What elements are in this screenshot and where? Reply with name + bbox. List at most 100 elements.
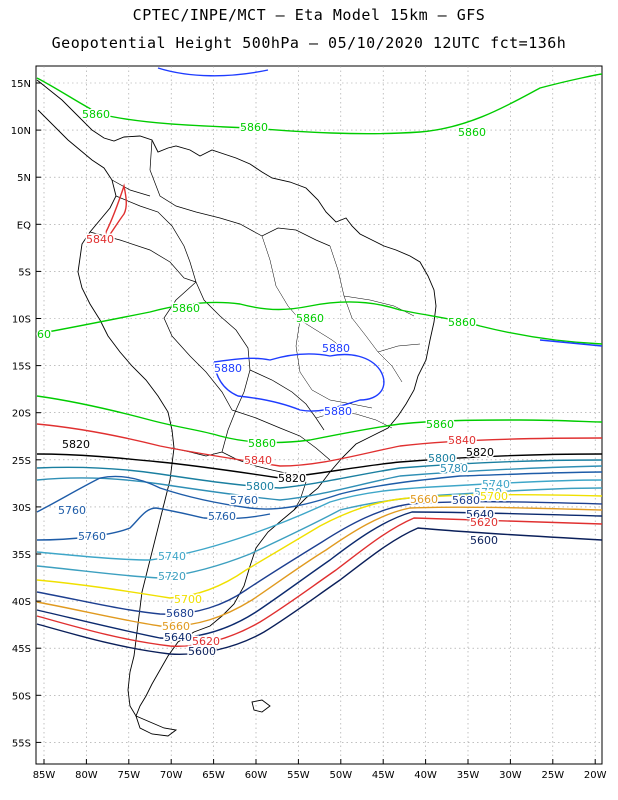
- longitude-label: 80W: [75, 770, 98, 781]
- contour-5640: [36, 511, 603, 639]
- coastline-layer: [36, 79, 437, 737]
- longitude-label: 40W: [414, 770, 437, 781]
- longitude-label: 35W: [457, 770, 480, 781]
- contour-label: 5620: [470, 516, 498, 529]
- longitude-label: 85W: [33, 770, 56, 781]
- contour-label: 5860: [240, 121, 268, 134]
- contour-5820: [36, 453, 603, 479]
- contour-label: 5840: [86, 233, 114, 246]
- contour-label: 5820: [278, 472, 306, 485]
- longitude-label: 45W: [372, 770, 395, 781]
- contour-label: 5880: [324, 405, 352, 418]
- contour-5860-north: [36, 73, 603, 135]
- contour-label: 5860: [248, 437, 276, 450]
- contour-5840: [36, 423, 603, 467]
- contour-5700: [36, 493, 603, 599]
- latitude-label: 35S: [12, 550, 31, 561]
- latitude-label: 5N: [17, 173, 31, 184]
- longitude-label: 75W: [117, 770, 140, 781]
- contour-label: 5720: [158, 570, 186, 583]
- latitude-label: EQ: [17, 220, 31, 231]
- longitude-label: 25W: [541, 770, 564, 781]
- longitude-label: 50W: [329, 770, 352, 781]
- contour-5880-high-b: [539, 339, 603, 347]
- contour-5600: [36, 527, 603, 656]
- falkland-islands: [251, 699, 271, 713]
- contour-label: 5700: [480, 490, 508, 503]
- contour-5860-south: [36, 395, 603, 444]
- contour-label: 5760: [58, 504, 86, 517]
- contour-label: 5760: [208, 510, 236, 523]
- longitude-label: 55W: [287, 770, 310, 781]
- contour-label: 5840: [448, 434, 476, 447]
- latitude-label: 20S: [12, 409, 31, 420]
- map-frame: [35, 65, 603, 765]
- latitude-label: 30S: [12, 503, 31, 514]
- south-america-coastline: [36, 79, 437, 718]
- contour-label: 5860: [448, 316, 476, 329]
- contour-label: 5860: [82, 108, 110, 121]
- contour-label: 5860: [296, 312, 324, 325]
- contour-label: 5800: [246, 480, 274, 493]
- contour-label: 5880: [322, 342, 350, 355]
- contour-label: 5600: [188, 645, 216, 658]
- contour-label: 5880: [214, 362, 242, 375]
- contour-5780: [36, 465, 603, 501]
- contour-label: 5820: [466, 446, 494, 459]
- contour-label: 5740: [482, 478, 510, 491]
- longitude-label: 60W: [245, 770, 268, 781]
- latitude-label: 50S: [12, 691, 31, 702]
- contour-5660: [36, 506, 603, 627]
- contour-5620: [36, 517, 603, 647]
- contour-layer: [36, 67, 603, 656]
- longitude-axis: 85W 80W 75W 70W 65W 60W 55W 50W 45W 40W 35W 30W 25W 2…: [33, 759, 607, 781]
- contour-label: 5780: [440, 462, 468, 475]
- contour-label: 5700: [174, 593, 202, 606]
- contour-label: 5720: [474, 486, 502, 499]
- contour-label: 5820: [62, 438, 90, 451]
- longitude-label: 20W: [584, 770, 607, 781]
- contour-label: 60: [37, 328, 51, 341]
- contour-labels: 5860 5860 5860 5860 5860 5860 5860 5860 …: [36, 107, 512, 660]
- contour-5880-north: [157, 67, 269, 77]
- contour-label: 5860: [426, 418, 454, 431]
- contour-label: 5680: [452, 494, 480, 507]
- brazil-states: [261, 235, 421, 429]
- contour-label: 5600: [470, 534, 498, 547]
- latitude-label: 55S: [12, 738, 31, 749]
- contour-5760: [36, 471, 603, 513]
- country-borders: [89, 139, 331, 511]
- contour-5760-southwest: [36, 507, 271, 541]
- contour-label: 5860: [458, 126, 486, 139]
- contour-label: 5680: [166, 607, 194, 620]
- contour-5720: [36, 487, 603, 579]
- map-subtitle: Geopotential Height 500hPa – 05/10/2020 …: [51, 34, 567, 52]
- contour-label: 5660: [162, 620, 190, 633]
- latitude-label: 15N: [11, 79, 31, 90]
- contour-label: 5760: [230, 494, 258, 507]
- contour-5880-high-a: [213, 353, 385, 412]
- tierra-del-fuego: [135, 715, 178, 737]
- contour-5740: [36, 479, 603, 561]
- contour-5860-central: [36, 301, 603, 345]
- latitude-label: 5S: [18, 267, 31, 278]
- contour-5840-equator: [105, 183, 127, 243]
- latitude-label: 10N: [11, 126, 31, 137]
- contour-label: 5860: [172, 302, 200, 315]
- latitude-label: 40S: [12, 597, 31, 608]
- longitude-label: 70W: [160, 770, 183, 781]
- map-title: CPTEC/INPE/MCT – Eta Model 15km – GFS: [132, 6, 486, 24]
- contour-label: 5760: [78, 530, 106, 543]
- longitude-label: 30W: [499, 770, 522, 781]
- contour-5800: [36, 459, 603, 489]
- contour-5680: [36, 500, 603, 615]
- contour-label: 5740: [158, 550, 186, 563]
- latitude-label: 10S: [12, 315, 31, 326]
- latitude-label: 15S: [12, 362, 31, 373]
- contour-label: 5800: [428, 452, 456, 465]
- contour-label: 5620: [192, 635, 220, 648]
- contour-label: 5640: [164, 631, 192, 644]
- latitude-label: 45S: [12, 644, 31, 655]
- longitude-label: 65W: [202, 770, 225, 781]
